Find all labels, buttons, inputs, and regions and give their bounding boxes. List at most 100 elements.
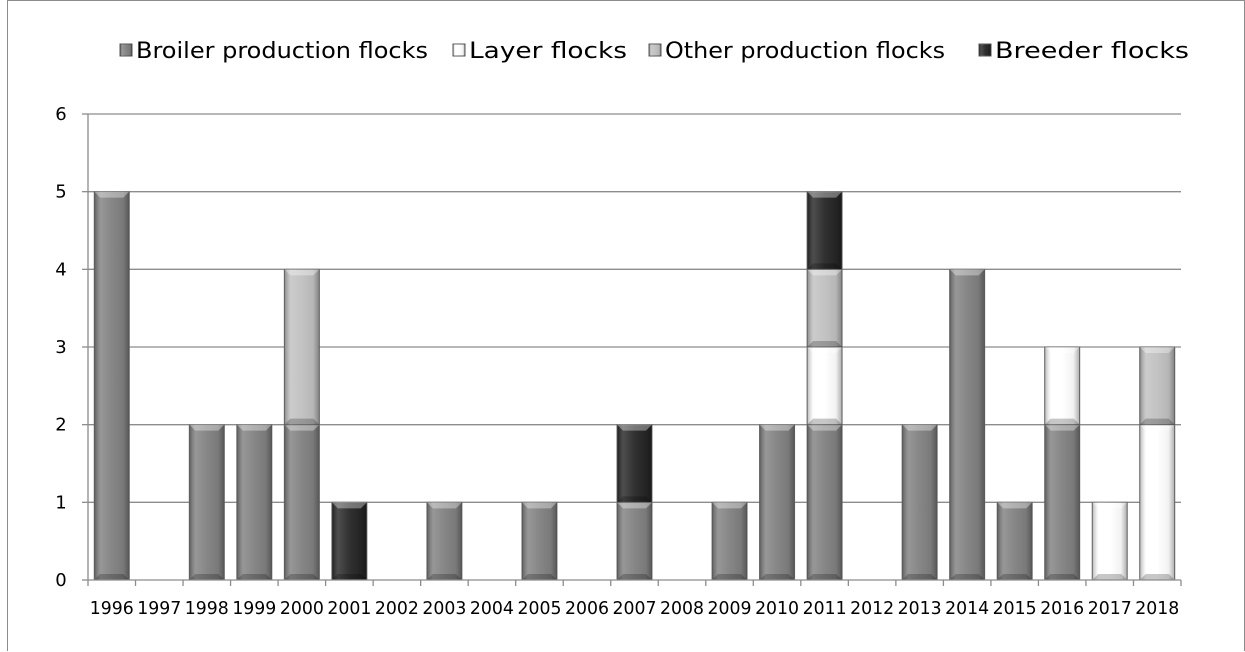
bar-top-bevel xyxy=(807,191,843,198)
legend-swatch-bevel xyxy=(979,44,991,56)
bar-bottom-bevel xyxy=(521,574,557,580)
bar-layer-flocks-2016 xyxy=(1044,346,1081,426)
bar-bottom-bevel xyxy=(1044,574,1080,580)
legend-item-broiler-production-flocks: Broiler production flocks xyxy=(119,39,428,64)
bar-broiler-production-flocks-1999 xyxy=(236,424,273,581)
bar-bevel xyxy=(807,269,843,347)
bar-bevel xyxy=(997,502,1033,580)
x-tick-label: 2013 xyxy=(898,598,942,619)
legend-label: Other production flocks xyxy=(665,39,945,64)
bar-bottom-bevel xyxy=(902,574,938,580)
bar-top-bevel xyxy=(521,502,557,509)
bar-bottom-bevel xyxy=(284,574,320,580)
bar-broiler-production-flocks-1996 xyxy=(93,191,130,581)
bar-bevel xyxy=(617,502,652,580)
bar-layer-flocks-2011 xyxy=(806,346,843,426)
bar-top-bevel xyxy=(902,424,938,431)
bar-other-production-flocks-2011 xyxy=(806,268,843,348)
bar-bottom-bevel xyxy=(759,574,795,580)
x-tick-label: 2002 xyxy=(375,598,419,619)
bar-top-bevel xyxy=(1044,424,1080,431)
bar-top-bevel xyxy=(236,424,272,431)
x-tick-label: 2003 xyxy=(422,598,466,619)
bar-bottom-bevel xyxy=(807,341,843,347)
bar-bevel xyxy=(1044,424,1080,580)
legend-swatch-bevel xyxy=(453,44,465,56)
x-tick-label: 1998 xyxy=(185,598,229,619)
x-tick-label: 1997 xyxy=(137,598,181,619)
legend-label: Broiler production flocks xyxy=(136,39,428,64)
x-tick-label: 2008 xyxy=(660,598,704,619)
bar-broiler-production-flocks-2000 xyxy=(283,424,320,581)
bar-top-bevel xyxy=(617,502,652,509)
bar-top-bevel xyxy=(1139,347,1175,353)
bar-bottom-bevel xyxy=(617,496,652,503)
x-tick-label: 2016 xyxy=(1040,598,1084,619)
legend-label: Layer flocks xyxy=(469,39,627,64)
bar-bottom-bevel xyxy=(94,574,130,580)
bar-broiler-production-flocks-1998 xyxy=(188,424,225,581)
bar-bevel xyxy=(284,269,320,425)
bar-top-bevel xyxy=(997,502,1033,509)
y-axis-ticks: 0 1 2 3 4 5 6 xyxy=(55,104,88,591)
bar-bottom-bevel xyxy=(712,574,748,580)
chart-frame: Broiler production flocks Layer flocks Oth… xyxy=(7,0,1245,651)
bar-bevel xyxy=(949,269,985,580)
bar-top-bevel xyxy=(712,502,748,509)
bar-bevel xyxy=(331,502,367,580)
y-tick-label: 0 xyxy=(55,570,66,591)
bar-bevel xyxy=(902,424,938,580)
bar-bottom-bevel xyxy=(331,574,367,580)
bar-bevel xyxy=(617,424,652,503)
bar-top-bevel xyxy=(189,424,225,431)
x-tick-label: 2018 xyxy=(1135,598,1179,619)
legend-item-other-production-flocks: Other production flocks xyxy=(648,39,945,64)
bar-breeder-flocks-2011 xyxy=(806,191,843,270)
bar-bottom-bevel xyxy=(617,574,652,580)
bar-broiler-production-flocks-2016 xyxy=(1044,424,1081,581)
bar-bevel xyxy=(189,424,225,580)
x-tick-label: 2001 xyxy=(327,598,371,619)
bar-bevel xyxy=(1139,347,1175,425)
bar-broiler-production-flocks-2011 xyxy=(806,424,843,581)
x-tick-label: 1999 xyxy=(232,598,276,619)
bar-top-bevel xyxy=(1044,347,1080,353)
bar-bottom-bevel xyxy=(807,263,843,270)
bar-bevel xyxy=(236,424,272,580)
x-tick-label: 2017 xyxy=(1088,598,1132,619)
x-tick-label: 2010 xyxy=(755,598,799,619)
legend-label: Breeder flocks xyxy=(995,39,1189,64)
y-tick-label: 2 xyxy=(55,415,66,436)
x-axis-ticks: 1996 1997 1998 1999 2000 2001 2002 2003 2004 2005… xyxy=(87,580,1182,619)
x-tick-label: 2005 xyxy=(517,598,561,619)
bar-bevel xyxy=(284,424,320,580)
bar-bevel xyxy=(712,502,748,580)
x-tick-label: 2011 xyxy=(803,598,847,619)
y-tick-label: 3 xyxy=(55,337,66,358)
bar-top-bevel xyxy=(331,502,367,509)
x-tick-label: 2014 xyxy=(945,598,989,619)
bar-bevel xyxy=(1139,424,1175,580)
bar-layer-flocks-2017 xyxy=(1091,501,1128,581)
bar-bevel xyxy=(94,191,130,580)
bar-top-bevel xyxy=(949,269,985,276)
bar-bottom-bevel xyxy=(1044,418,1080,425)
bar-bottom-bevel xyxy=(807,418,843,425)
bar-bevel xyxy=(807,424,843,580)
bar-top-bevel xyxy=(284,424,320,431)
bar-broiler-production-flocks-2013 xyxy=(901,424,938,581)
bar-bottom-bevel xyxy=(189,574,225,580)
x-tick-label: 1996 xyxy=(90,598,134,619)
bar-breeder-flocks-2007 xyxy=(616,424,653,503)
bar-top-bevel xyxy=(426,502,462,509)
stacked-bar-chart: Broiler production flocks Layer flocks Oth… xyxy=(55,39,1189,619)
bar-top-bevel xyxy=(1092,502,1128,509)
y-tick-label: 1 xyxy=(55,492,66,513)
bar-broiler-production-flocks-2014 xyxy=(949,268,986,581)
bar-bottom-bevel xyxy=(284,418,320,425)
bar-broiler-production-flocks-2009 xyxy=(711,501,748,581)
bar-top-bevel xyxy=(617,424,652,431)
bar-top-bevel xyxy=(94,191,130,198)
bar-bevel xyxy=(807,347,843,425)
bar-bevel xyxy=(759,424,795,580)
